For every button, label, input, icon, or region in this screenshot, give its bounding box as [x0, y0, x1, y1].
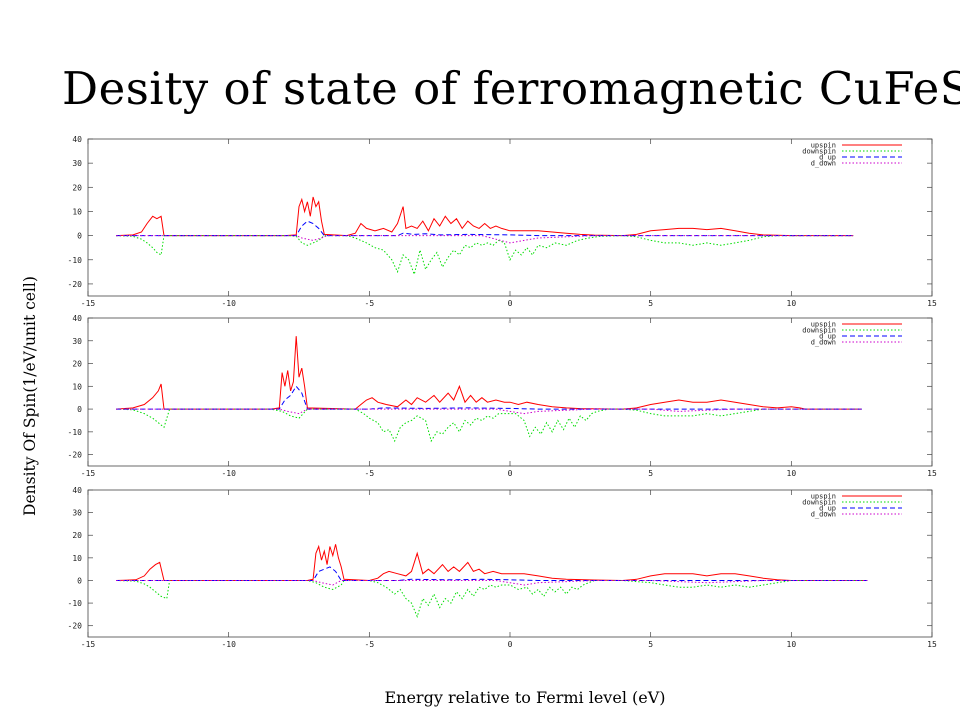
y-tick-label: 40 [72, 135, 82, 144]
series-line-d-up [116, 220, 854, 237]
legend-label: d_up [819, 154, 836, 162]
series-line-d-up [116, 385, 862, 410]
y-tick-label: 10 [72, 207, 82, 216]
legend-label: d_up [819, 333, 836, 341]
y-tick-label: -10 [68, 428, 83, 437]
series-line-d-down [116, 408, 862, 415]
y-tick-label: -10 [68, 256, 83, 265]
y-tick-label: 0 [77, 405, 82, 414]
x-tick-label: 10 [787, 469, 797, 478]
dos-panel-1: -15 -10 -5 0 5 10 15 -20 -10 0 10 20 30 40 upspindowns… [68, 135, 937, 308]
y-tick-label: 30 [72, 337, 82, 346]
plot-frame [87, 138, 933, 297]
y-tick-label: 40 [72, 486, 82, 495]
y-tick-label: 10 [72, 554, 82, 563]
y-tick-label: 0 [77, 232, 82, 241]
x-tick-label: 5 [648, 469, 653, 478]
y-tick-label: -20 [68, 622, 83, 631]
legend-label: downspin [802, 327, 836, 335]
plot-frame [87, 317, 933, 467]
series-line-upspin [116, 544, 868, 582]
legend-label: upspin [811, 493, 836, 501]
legend-label: upspin [811, 321, 836, 329]
x-tick-label: 15 [927, 299, 937, 308]
series-line-upspin [116, 336, 862, 410]
plot-frame [87, 489, 933, 638]
x-tick-label: 5 [648, 640, 653, 649]
legend-label: downspin [802, 499, 836, 507]
legend-label: d_down [811, 511, 836, 519]
y-tick-label: -20 [68, 280, 83, 289]
y-tick-label: 10 [72, 382, 82, 391]
x-tick-label: -15 [81, 299, 96, 308]
series-line-downspin [116, 580, 868, 619]
series-line-downspin [116, 408, 862, 443]
dos-panel-2: -15 -10 -5 0 5 10 15 -20 -10 0 10 20 30 40 upspindowns… [68, 314, 937, 478]
y-tick-label: 20 [72, 183, 82, 192]
x-tick-label: 0 [508, 469, 513, 478]
x-tick-label: -15 [81, 640, 96, 649]
x-axis-title: Energy relative to Fermi level (eV) [384, 688, 666, 707]
x-tick-label: -10 [221, 640, 236, 649]
y-tick-label: -10 [68, 599, 83, 608]
x-tick-label: -10 [221, 299, 236, 308]
x-tick-label: -5 [365, 469, 375, 478]
x-tick-label: 15 [927, 640, 937, 649]
legend-label: d_down [811, 339, 836, 347]
y-tick-label: -20 [68, 451, 83, 460]
series-line-d-down [116, 580, 868, 586]
y-tick-label: 0 [77, 576, 82, 585]
y-tick-label: 30 [72, 159, 82, 168]
legend-label: d_down [811, 160, 836, 168]
x-tick-label: 5 [648, 299, 653, 308]
legend-label: d_up [819, 505, 836, 513]
slide-title: Desity of state of ferromagnetic CuFeS2 [62, 62, 960, 115]
y-tick-label: 30 [72, 509, 82, 518]
y-tick-label: 40 [72, 314, 82, 323]
x-tick-label: -5 [365, 640, 375, 649]
x-tick-label: -10 [221, 469, 236, 478]
series-line-d-down [116, 235, 854, 244]
dos-panel-3: -15 -10 -5 0 5 10 15 -20 -10 0 10 20 30 40 upspindowns… [68, 486, 937, 649]
x-tick-label: 10 [787, 299, 797, 308]
x-tick-label: -15 [81, 469, 96, 478]
x-tick-label: -5 [365, 299, 375, 308]
legend-label: upspin [811, 142, 836, 150]
series-line-upspin [116, 196, 854, 237]
legend-label: downspin [802, 148, 836, 156]
x-tick-label: 15 [927, 469, 937, 478]
x-tick-label: 0 [508, 640, 513, 649]
x-tick-label: 10 [787, 640, 797, 649]
y-tick-label: 20 [72, 360, 82, 369]
series-line-downspin [116, 235, 854, 276]
y-tick-label: 20 [72, 531, 82, 540]
series-line-d-up [116, 566, 868, 581]
x-tick-label: 0 [508, 299, 513, 308]
